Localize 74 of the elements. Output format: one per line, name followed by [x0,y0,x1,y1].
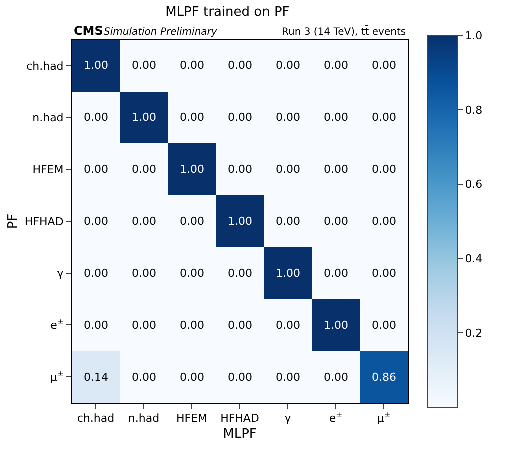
x-tick-label: γ [284,412,292,426]
color-bar-label: 0.4 [465,252,483,266]
data-label: 0.14 [84,371,108,384]
data-label: 0.00 [276,59,300,72]
data-label: 0.00 [228,371,252,384]
color-bar-label: 0.6 [465,178,483,192]
data-label: 0.00 [276,319,300,332]
chart-title: MLPF trained on PF [166,4,290,20]
data-label: 0.00 [324,59,348,72]
data-label: 0.00 [228,267,252,280]
y-tick-label: e$^{±}$ [50,317,64,332]
x-tick-label: n.had [128,412,160,426]
x-tick-label: μ$^{±}$ [377,410,391,426]
data-label: 0.00 [372,319,396,332]
data-label: 0.00 [324,371,348,384]
data-label: 0.00 [372,59,396,72]
data-label: 0.00 [228,163,252,176]
text: Run 3 (14 TeV), tt̄ events [282,25,406,38]
data-label: 1.00 [324,319,348,332]
y-tick-label: n.had [32,112,64,125]
data-label: 0.00 [132,163,156,176]
data-label: 0.00 [180,111,204,124]
y-tick-label: HFEM [32,163,64,176]
y-tick-label: γ [57,267,64,280]
data-label: 1.00 [180,163,204,176]
data-label: 0.00 [324,163,348,176]
data-label: 0.00 [180,267,204,280]
data-label: 0.86 [372,371,396,384]
data-label: 0.00 [84,163,108,176]
color-bar-label: 0.2 [465,326,483,340]
y-tick-label: μ$^{±}$ [50,369,64,384]
data-label: 0.00 [324,111,348,124]
data-label: 0.00 [132,59,156,72]
text: Simulation Preliminary [104,27,218,38]
data-label: 0.00 [228,319,252,332]
data-label: 1.00 [276,267,300,280]
data-label: 0.00 [180,319,204,332]
data-label: 0.00 [324,215,348,228]
y-axis-title: PF [6,214,21,230]
color-bar-label: 0.8 [465,104,483,117]
data-label: 0.00 [276,163,300,176]
data-label: 0.00 [276,215,300,228]
data-label: 0.00 [180,371,204,384]
x-axis-title: MLPF [223,426,257,442]
y-tick-label: ch.had [26,60,64,73]
data-label: 0.00 [276,371,300,384]
data-label: 0.00 [180,59,204,72]
x-tick-label: HFHAD [220,412,260,426]
y-tick-label: HFHAD [24,215,64,228]
data-label: 0.00 [276,111,300,124]
text: CMS [74,24,104,38]
data-label: 1.00 [228,215,252,228]
data-label: 1.00 [84,59,108,72]
data-label: 0.00 [84,111,108,124]
data-label: 0.00 [132,267,156,280]
data-label: 0.00 [132,319,156,332]
data-label: 0.00 [84,267,108,280]
data-label: 0.00 [180,215,204,228]
data-label: 0.00 [372,267,396,280]
data-label: 0.00 [324,267,348,280]
x-tick-label: HFEM [176,412,208,426]
x-tick-label: e$^{±}$ [329,410,343,426]
data-label: 0.00 [84,319,108,332]
data-label: 1.00 [132,111,156,124]
data-label: 0.00 [372,163,396,176]
x-tick-label: ch.had [77,412,115,426]
data-label: 0.00 [228,59,252,72]
data-label: 0.00 [372,111,396,124]
data-label: 0.00 [84,215,108,228]
data-label: 0.00 [372,215,396,228]
data-label: 0.00 [132,215,156,228]
color-bar-label: 1.0 [465,29,483,42]
data-label: 0.00 [228,111,252,124]
data-label: 0.00 [132,371,156,384]
